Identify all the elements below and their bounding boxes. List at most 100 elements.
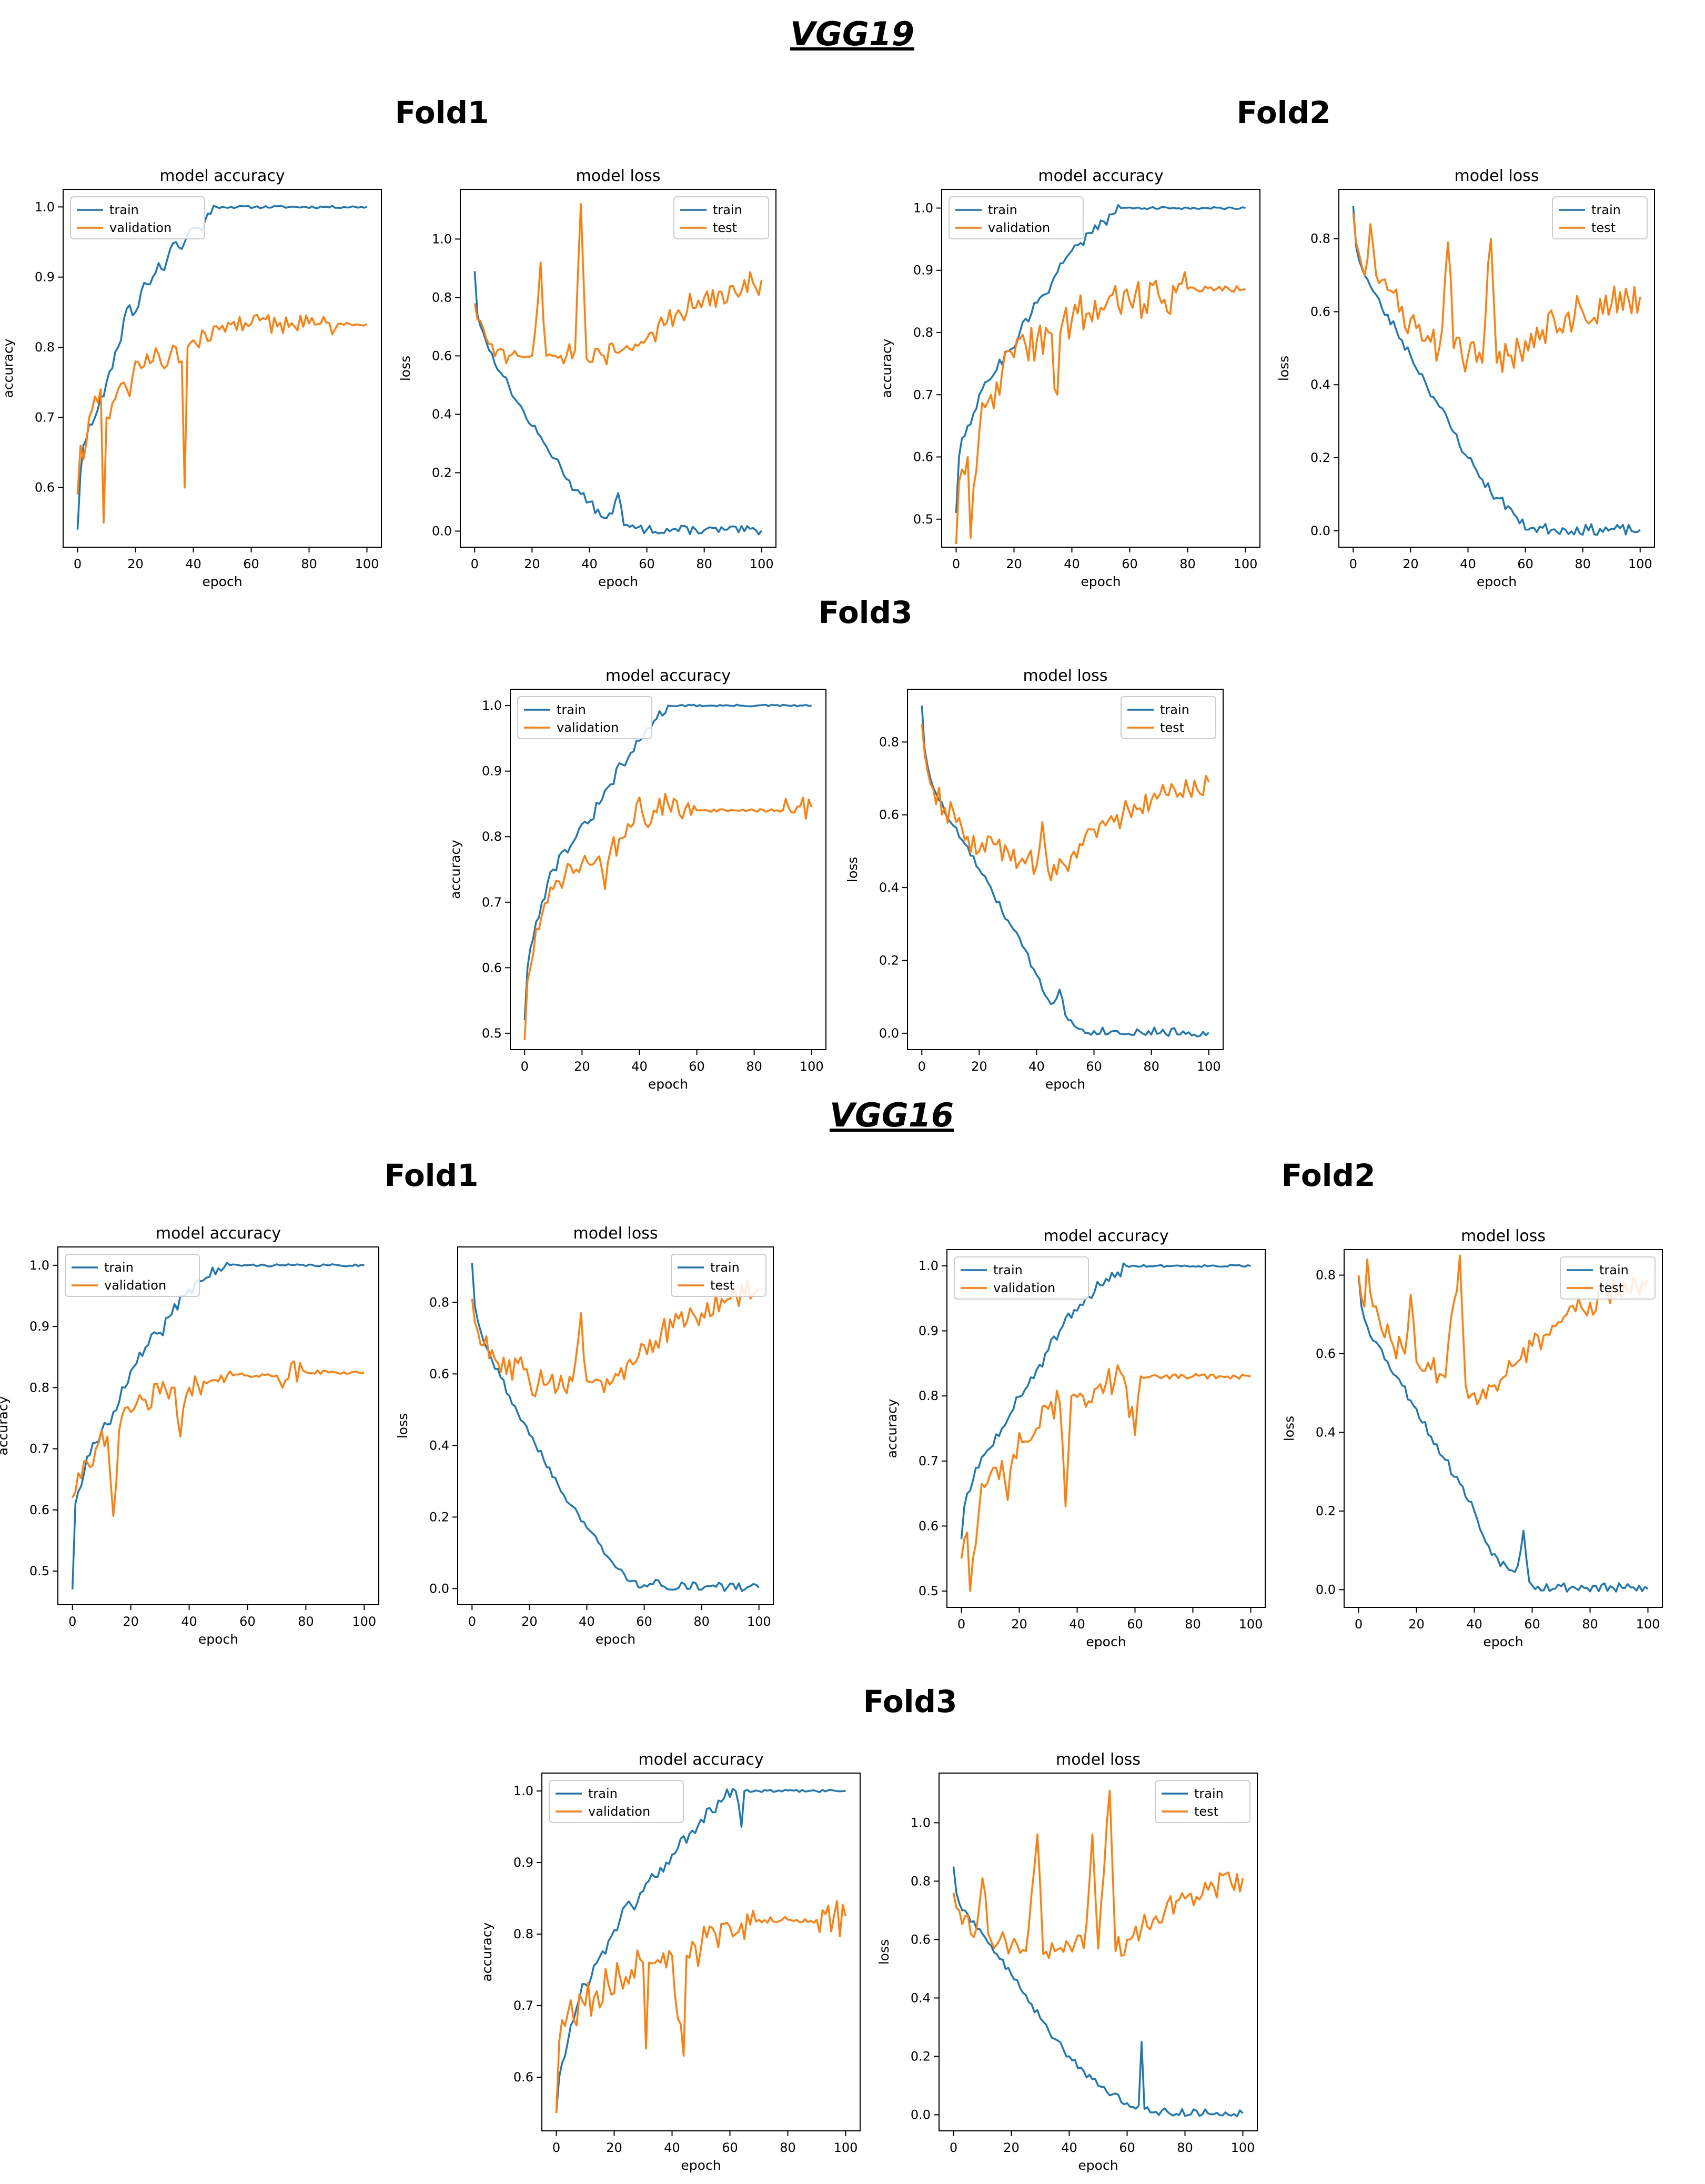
series-line-train <box>555 1788 846 2113</box>
series-line-validation <box>72 1360 365 1517</box>
legend-label-test: test <box>1591 220 1616 235</box>
x-tick-label: 20 <box>1006 557 1022 571</box>
legend: train test <box>1552 196 1648 239</box>
x-axis-label: epoch <box>1078 2158 1118 2173</box>
legend-box <box>949 196 1084 239</box>
y-tick-label: 0.2 <box>429 1509 449 1524</box>
y-tick-label: 0.5 <box>29 1564 49 1578</box>
y-tick-label: 0.6 <box>1310 304 1330 319</box>
x-tick-label: 40 <box>1028 1059 1045 1074</box>
x-tick-label: 0 <box>521 1059 529 1074</box>
y-tick-label: 0.6 <box>29 1503 49 1517</box>
series-line-train <box>473 271 763 536</box>
y-tick-label: 0.8 <box>29 1380 49 1395</box>
x-tick-label: 100 <box>1636 1617 1660 1632</box>
legend: train validation <box>65 1254 200 1297</box>
y-tick-label: 0.9 <box>482 764 502 779</box>
x-tick-label: 20 <box>127 557 144 571</box>
x-tick-label: 80 <box>1185 1617 1201 1632</box>
plot-frame <box>57 1246 379 1605</box>
x-tick-label: 20 <box>1403 557 1419 571</box>
x-tick-label: 60 <box>639 557 655 571</box>
x-tick-label: 20 <box>524 557 540 571</box>
x-tick-label: 100 <box>750 557 774 571</box>
legend-label-validation: validation <box>109 220 171 235</box>
y-tick-label: 0.7 <box>513 1998 533 2013</box>
chart-title: model loss <box>576 167 661 185</box>
legend: train test <box>1121 696 1216 739</box>
y-axis-label: loss <box>1276 356 1292 381</box>
series-line-train <box>471 1263 760 1592</box>
fold-title-vgg19-fold3: Fold3 <box>818 595 913 630</box>
y-tick-label: 0.7 <box>482 895 502 910</box>
series-line-validation <box>955 271 1246 545</box>
x-tick-label: 20 <box>1011 1617 1027 1632</box>
legend-label-train: train <box>713 203 742 217</box>
legend-label-test: test <box>1599 1281 1623 1295</box>
chart-title: model loss <box>1023 667 1108 685</box>
legend-box <box>671 1254 766 1297</box>
x-tick-label: 20 <box>521 1614 538 1629</box>
x-tick-label: 80 <box>696 557 712 571</box>
legend-box <box>954 1256 1089 1300</box>
y-tick-label: 1.0 <box>35 199 55 214</box>
legend-box <box>1552 196 1648 239</box>
legend-label-train: train <box>1160 702 1189 717</box>
y-tick-label: 0.0 <box>1316 1582 1336 1597</box>
legend-label-train: train <box>1599 1263 1629 1277</box>
series-line-test <box>473 203 763 366</box>
plot-frame <box>939 1773 1258 2131</box>
x-tick-label: 60 <box>1122 557 1138 571</box>
legend-label-train: train <box>993 1263 1023 1277</box>
legend-label-test: test <box>1194 1804 1218 1819</box>
x-axis-label: epoch <box>598 574 638 589</box>
y-tick-label: 0.8 <box>482 829 502 844</box>
series-line-test <box>921 723 1210 882</box>
series-line-train <box>71 1262 365 1589</box>
x-tick-label: 40 <box>631 1059 648 1074</box>
x-tick-label: 40 <box>185 557 201 571</box>
y-axis-label: loss <box>395 1413 410 1438</box>
y-tick-label: 0.9 <box>513 1855 533 1870</box>
legend: train validation <box>954 1256 1089 1300</box>
x-tick-label: 20 <box>123 1614 139 1629</box>
x-tick-label: 40 <box>581 557 598 571</box>
x-tick-label: 60 <box>636 1614 652 1629</box>
y-tick-label: 0.0 <box>911 2107 931 2122</box>
y-tick-label: 0.2 <box>1316 1504 1336 1518</box>
legend: train validation <box>70 196 205 239</box>
x-tick-label: 0 <box>950 2140 957 2155</box>
x-axis-label: epoch <box>596 1632 635 1647</box>
section-title-vgg16: VGG16 <box>829 1096 954 1134</box>
x-tick-label: 100 <box>1628 557 1652 571</box>
legend-label-validation: validation <box>993 1281 1055 1295</box>
fold-title-vgg16-fold1: Fold1 <box>384 1158 479 1193</box>
y-tick-label: 0.4 <box>1310 377 1330 392</box>
y-tick-label: 0.2 <box>1310 450 1330 465</box>
y-tick-label: 1.0 <box>482 698 502 713</box>
chart-title: model loss <box>573 1224 658 1243</box>
legend-label-test: test <box>710 1278 734 1293</box>
x-tick-label: 40 <box>1460 557 1476 571</box>
y-tick-label: 0.8 <box>429 1295 449 1310</box>
x-tick-label: 0 <box>552 2140 560 2155</box>
legend-label-validation: validation <box>988 220 1050 235</box>
y-axis-label: loss <box>1282 1416 1297 1441</box>
x-tick-label: 100 <box>1239 1617 1263 1632</box>
series-line-test <box>952 1789 1244 1959</box>
x-axis-label: epoch <box>1086 1634 1126 1649</box>
y-tick-label: 0.8 <box>432 290 452 305</box>
x-tick-label: 40 <box>1466 1617 1482 1632</box>
fold-title-vgg19-fold2: Fold2 <box>1236 95 1331 130</box>
legend-box <box>65 1254 200 1297</box>
x-tick-label: 0 <box>1349 557 1357 571</box>
y-tick-label: 0.2 <box>432 465 452 480</box>
plot-frame <box>63 189 382 548</box>
chart-title: model accuracy <box>159 167 285 185</box>
series-line-train <box>1352 206 1641 536</box>
y-tick-label: 0.6 <box>35 480 55 495</box>
x-tick-label: 60 <box>722 2140 738 2155</box>
x-axis-label: epoch <box>198 1632 238 1647</box>
